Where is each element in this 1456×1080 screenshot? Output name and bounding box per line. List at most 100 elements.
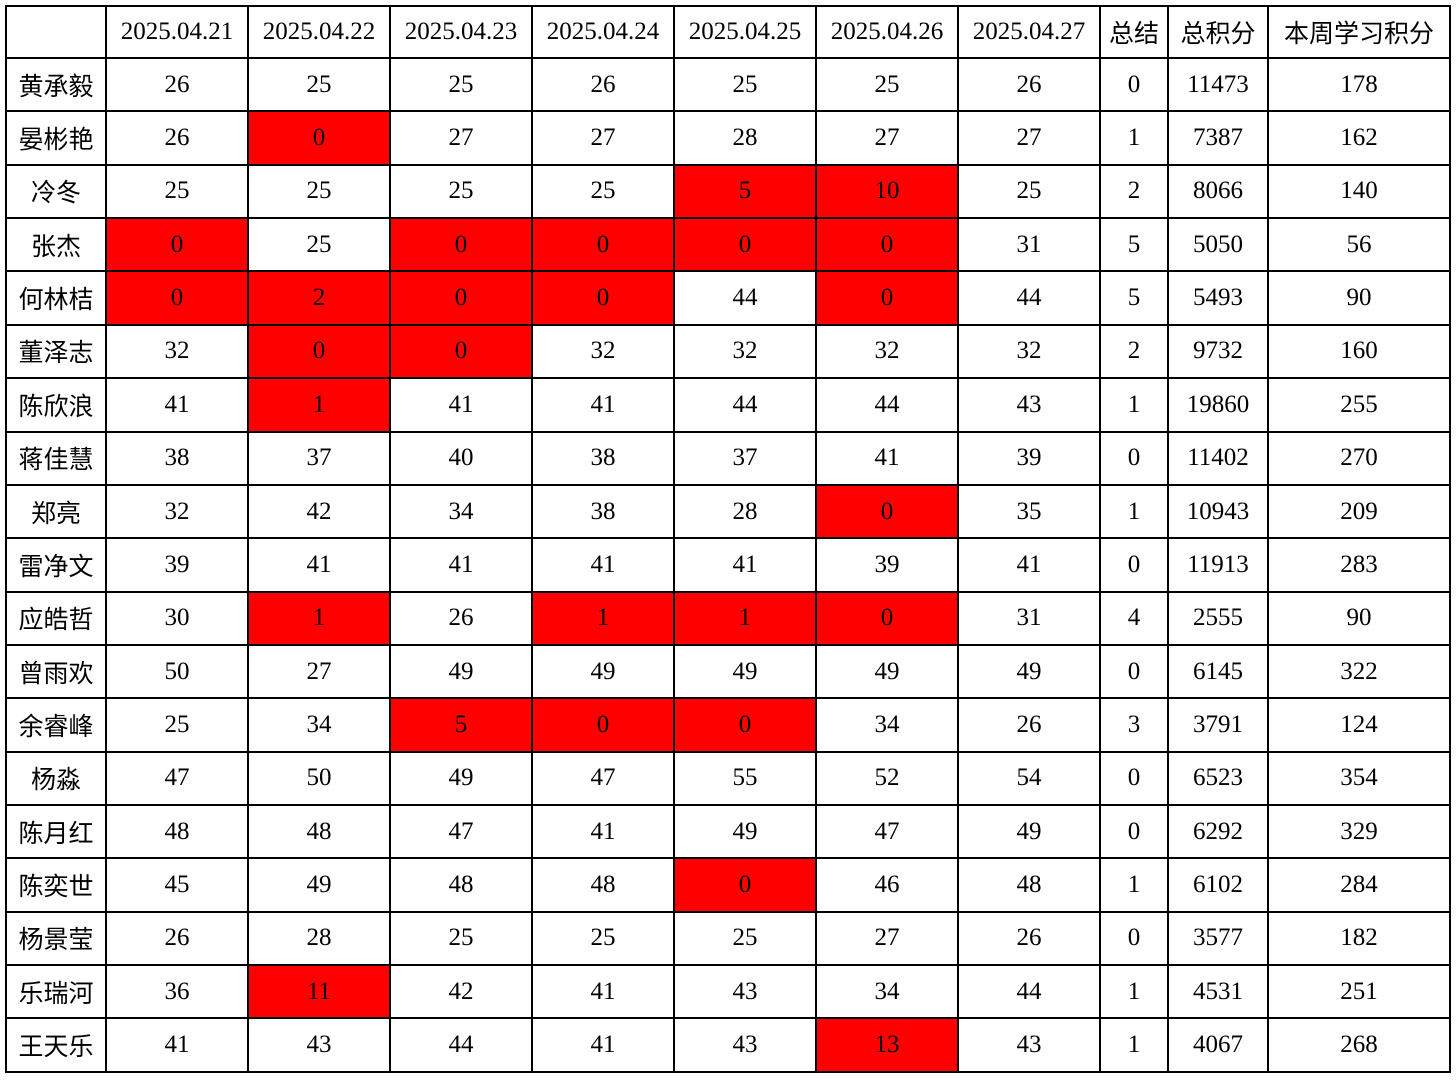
col-header-date-1: 2025.04.21	[105, 5, 249, 59]
week-study-points-cell: 354	[1267, 750, 1451, 807]
score-cell: 34	[389, 483, 533, 540]
student-name: 陈月红	[5, 804, 107, 860]
score-cell-highlighted: 0	[531, 270, 675, 326]
total-points-cell: 3577	[1167, 910, 1269, 967]
score-cell: 26	[105, 56, 249, 113]
score-cell: 41	[957, 537, 1101, 593]
score-cell-highlighted: 0	[673, 857, 817, 913]
week-study-points-cell: 90	[1267, 270, 1451, 326]
score-cell: 27	[531, 110, 675, 166]
score-cell-highlighted: 1	[247, 377, 391, 433]
score-cell: 45	[105, 857, 249, 913]
score-cell: 25	[247, 163, 391, 220]
table-row: 杨景莹 26 28 25 25 25 27 26 0 3577 182	[5, 910, 1451, 967]
score-cell: 36	[105, 964, 249, 1020]
summary-cell: 0	[1099, 750, 1169, 807]
score-cell: 32	[531, 323, 675, 380]
summary-cell: 0	[1099, 56, 1169, 113]
score-cell: 26	[531, 56, 675, 113]
score-cell: 27	[247, 643, 391, 700]
score-cell: 25	[389, 163, 533, 220]
score-cell-highlighted: 2	[247, 270, 391, 326]
score-cell: 41	[815, 430, 959, 486]
score-cell: 47	[531, 750, 675, 807]
col-header-total-points: 总积分	[1167, 5, 1269, 59]
score-cell-highlighted: 0	[105, 270, 249, 326]
score-cell-highlighted: 0	[105, 217, 249, 273]
week-study-points-cell: 270	[1267, 430, 1451, 486]
table-row: 曾雨欢 50 27 49 49 49 49 49 0 6145 322	[5, 643, 1451, 700]
week-study-points-cell: 182	[1267, 910, 1451, 967]
score-cell-highlighted: 10	[815, 163, 959, 220]
score-cell-highlighted: 0	[815, 270, 959, 326]
table-row: 黄承毅 26 25 25 26 25 25 26 0 11473 178	[5, 56, 1451, 113]
table-row: 陈月红 48 48 47 41 49 47 49 0 6292 329	[5, 804, 1451, 860]
summary-cell: 0	[1099, 430, 1169, 486]
score-cell: 43	[673, 1017, 817, 1073]
score-cell: 25	[673, 56, 817, 113]
total-points-cell: 6102	[1167, 857, 1269, 913]
score-cell: 49	[815, 643, 959, 700]
score-cell: 25	[247, 217, 391, 273]
col-header-date-2: 2025.04.22	[247, 5, 391, 59]
summary-cell: 1	[1099, 1017, 1169, 1073]
score-cell: 32	[957, 323, 1101, 380]
score-cell: 27	[815, 110, 959, 166]
week-study-points-cell: 283	[1267, 537, 1451, 593]
summary-cell: 0	[1099, 910, 1169, 967]
total-points-cell: 7387	[1167, 110, 1269, 166]
score-cell: 25	[531, 163, 675, 220]
score-cell-highlighted: 0	[531, 217, 675, 273]
student-name: 张杰	[5, 217, 107, 273]
score-cell: 49	[673, 643, 817, 700]
summary-cell: 1	[1099, 483, 1169, 540]
score-cell: 41	[531, 1017, 675, 1073]
score-cell: 25	[815, 56, 959, 113]
week-study-points-cell: 255	[1267, 377, 1451, 433]
score-cell: 26	[105, 110, 249, 166]
score-cell: 28	[247, 910, 391, 967]
week-study-points-cell: 140	[1267, 163, 1451, 220]
week-study-points-cell: 162	[1267, 110, 1451, 166]
student-name: 杨淼	[5, 750, 107, 807]
score-cell-highlighted: 11	[247, 964, 391, 1020]
student-name: 晏彬艳	[5, 110, 107, 166]
header-row: 2025.04.21 2025.04.22 2025.04.23 2025.04.24…	[5, 5, 1451, 59]
score-cell: 42	[389, 964, 533, 1020]
score-cell-highlighted: 0	[247, 110, 391, 166]
total-points-cell: 3791	[1167, 697, 1269, 753]
score-cell: 25	[389, 910, 533, 967]
score-cell: 34	[815, 697, 959, 753]
student-name: 应皓哲	[5, 590, 107, 646]
total-points-cell: 4531	[1167, 964, 1269, 1020]
score-cell: 26	[105, 910, 249, 967]
summary-cell: 1	[1099, 964, 1169, 1020]
summary-cell: 5	[1099, 270, 1169, 326]
score-cell: 38	[105, 430, 249, 486]
score-cell: 41	[531, 804, 675, 860]
score-cell: 25	[105, 697, 249, 753]
score-cell: 26	[957, 910, 1101, 967]
score-cell: 49	[957, 804, 1101, 860]
week-study-points-cell: 124	[1267, 697, 1451, 753]
score-cell-highlighted: 0	[673, 217, 817, 273]
week-study-points-cell: 209	[1267, 483, 1451, 540]
score-cell: 38	[531, 483, 675, 540]
student-name: 董泽志	[5, 323, 107, 380]
total-points-cell: 11402	[1167, 430, 1269, 486]
score-cell: 49	[957, 643, 1101, 700]
col-header-date-4: 2025.04.24	[531, 5, 675, 59]
week-study-points-cell: 90	[1267, 590, 1451, 646]
score-cell: 34	[247, 697, 391, 753]
score-cell: 25	[531, 910, 675, 967]
score-cell: 52	[815, 750, 959, 807]
score-cell: 43	[957, 377, 1101, 433]
score-cell: 39	[815, 537, 959, 593]
week-study-points-cell: 251	[1267, 964, 1451, 1020]
score-cell: 26	[957, 56, 1101, 113]
score-cell: 55	[673, 750, 817, 807]
week-study-points-cell: 56	[1267, 217, 1451, 273]
score-cell-highlighted: 5	[389, 697, 533, 753]
weekly-score-table: 2025.04.21 2025.04.22 2025.04.23 2025.04.24…	[5, 5, 1451, 1073]
